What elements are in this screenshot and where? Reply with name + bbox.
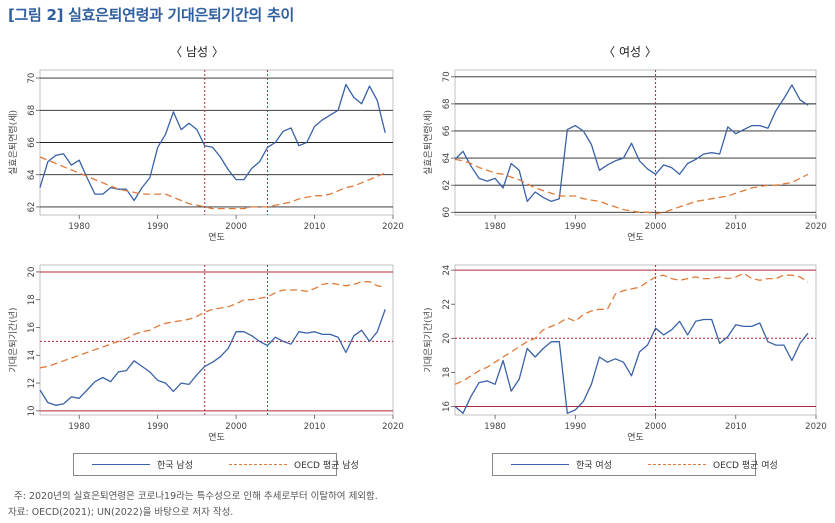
legend-label: 한국 여성 — [576, 461, 612, 471]
series-line-oecd — [454, 272, 809, 385]
y-tick-label: 68 — [442, 98, 452, 109]
chart-panel-male-period: 10 12 14 16 18 20 1980 1990 2000 2010 2020 연도 기대은퇴기간… — [8, 264, 404, 443]
x-tick-label: 1980 — [484, 222, 506, 232]
series-line-korea — [39, 83, 386, 202]
y-tick-label: 14 — [27, 350, 37, 361]
y-tick-label: 12 — [27, 378, 37, 389]
panel-title-male: 〈 남성 〉 — [170, 45, 224, 59]
legend-item-korea-female: 한국 여성 — [511, 458, 612, 471]
plot-frame — [39, 264, 394, 416]
legend-swatch-solid — [92, 464, 150, 465]
legend-item-oecd-female: OECD 평균 여성 — [647, 458, 778, 471]
series-line-oecd — [39, 156, 386, 210]
chart-panel-male-age: 62 64 66 68 70 1980 1990 2000 2010 2020 연도 실효은퇴연령(세… — [7, 69, 404, 243]
x-axis-title: 연도 — [208, 432, 225, 443]
chart-panel-female-period: 16 18 20 22 24 1980 1990 2000 2010 2020 연도 기대은퇴기간(년… — [423, 265, 827, 443]
plot-frame — [454, 264, 817, 416]
note-text: 주: 2020년의 실효은퇴연령은 코로나19라는 특수성으로 인해 추세로부터… — [14, 491, 378, 502]
y-tick-label: 18 — [442, 367, 452, 378]
x-tick-label: 2010 — [304, 222, 326, 232]
y-tick-label: 10 — [27, 405, 37, 416]
legend-swatch-dashed — [647, 464, 706, 465]
y-tick-label: 66 — [27, 137, 37, 148]
y-tick-label: 64 — [442, 153, 452, 164]
x-axis-title: 연도 — [627, 232, 644, 243]
y-axis-title: 실효은퇴연령(세) — [7, 110, 19, 175]
x-tick-label: 2020 — [805, 422, 827, 432]
x-tick-label: 2010 — [725, 222, 747, 232]
y-axis-title: 기대은퇴기간(년) — [8, 308, 19, 373]
x-tick-label: 1990 — [147, 222, 169, 232]
x-tick-label: 2000 — [645, 222, 667, 232]
x-axis-title: 연도 — [208, 232, 225, 243]
y-tick-label: 62 — [27, 202, 37, 213]
panel-title-female: 〈 여성 〉 — [603, 45, 657, 59]
series-line-oecd — [454, 158, 809, 215]
y-tick-label: 64 — [27, 169, 37, 180]
legend-label: OECD 평균 여성 — [712, 461, 778, 471]
legend-swatch-solid — [511, 464, 569, 465]
x-tick-label: 1990 — [147, 422, 169, 432]
y-tick-label: 16 — [442, 401, 452, 412]
legend-swatch-dashed — [228, 464, 287, 465]
legend-label: OECD 평균 남성 — [293, 461, 359, 471]
y-tick-label: 68 — [27, 105, 37, 116]
x-tick-label: 2010 — [725, 422, 747, 432]
y-tick-label: 70 — [27, 73, 37, 84]
plot-frame — [454, 69, 817, 216]
y-tick-label: 20 — [27, 267, 37, 278]
y-axis-title: 실효은퇴연령(세) — [422, 110, 434, 175]
source-text: 자료: OECD(2021); UN(2022)을 바탕으로 저자 작성. — [8, 507, 234, 518]
series-line-korea — [39, 309, 386, 406]
chart-panel-female-age: 60 62 64 66 68 70 1980 1990 2000 2010 2020 연도 실효은퇴연령… — [422, 69, 827, 243]
y-tick-label: 18 — [27, 294, 37, 305]
y-tick-label: 60 — [442, 207, 452, 218]
legend-male: 한국 남성 OECD 평균 남성 — [73, 453, 359, 476]
y-axis-title: 기대은퇴기간(년) — [423, 308, 434, 373]
x-axis-title: 연도 — [627, 432, 644, 443]
legend-label: 한국 남성 — [157, 461, 193, 471]
figure-title: [그림 2] 실효은퇴연령과 기대은퇴기간의 추이 — [8, 6, 294, 24]
x-tick-label: 2020 — [382, 422, 404, 432]
x-tick-label: 2010 — [304, 422, 326, 432]
x-tick-label: 1990 — [565, 222, 587, 232]
x-tick-label: 1980 — [484, 422, 506, 432]
x-tick-label: 2000 — [225, 422, 247, 432]
y-tick-label: 22 — [442, 299, 452, 310]
legend-female: 한국 여성 OECD 평균 여성 — [492, 453, 778, 476]
x-tick-label: 1980 — [68, 422, 90, 432]
legend-item-korea-male: 한국 남성 — [92, 458, 193, 471]
y-tick-label: 62 — [442, 180, 452, 191]
x-tick-label: 2020 — [382, 222, 404, 232]
y-tick-label: 16 — [27, 322, 37, 333]
y-tick-label: 20 — [442, 333, 452, 344]
y-tick-label: 66 — [442, 126, 452, 137]
series-line-oecd — [39, 281, 386, 369]
series-line-korea — [454, 318, 809, 414]
x-tick-label: 2020 — [805, 222, 827, 232]
y-tick-label: 70 — [442, 71, 452, 82]
x-tick-label: 1990 — [565, 422, 587, 432]
series-line-korea — [454, 84, 809, 203]
x-tick-label: 2000 — [645, 422, 667, 432]
legend-item-oecd-male: OECD 평균 남성 — [228, 458, 359, 471]
x-tick-label: 1980 — [68, 222, 90, 232]
x-tick-label: 2000 — [225, 222, 247, 232]
y-tick-label: 24 — [442, 265, 452, 276]
